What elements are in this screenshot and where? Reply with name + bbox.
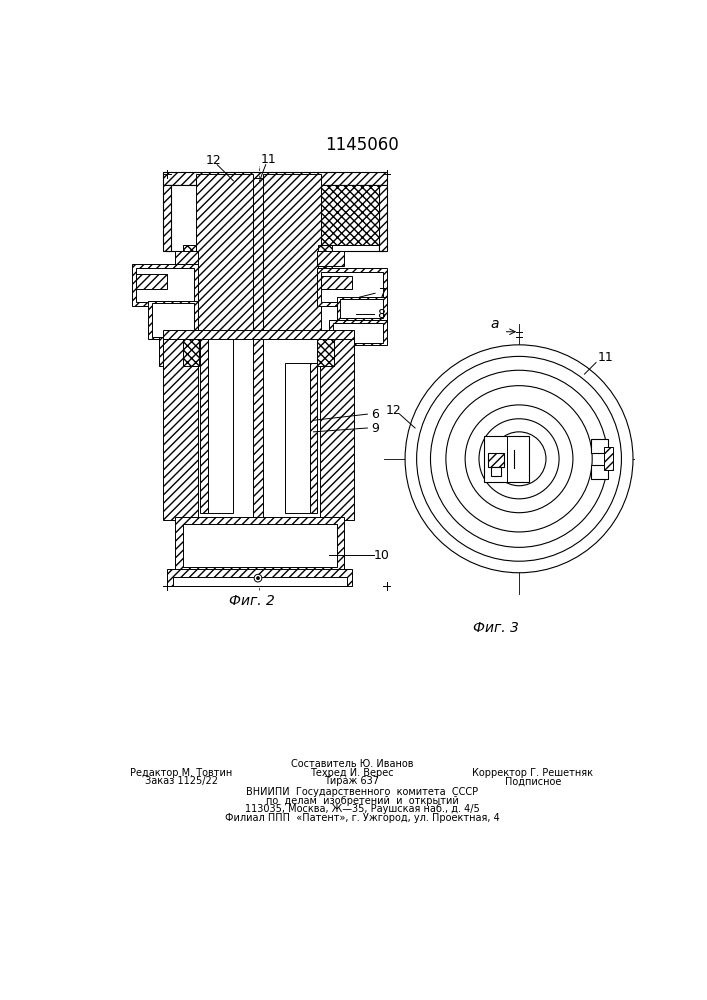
Bar <box>148 301 198 339</box>
Bar <box>136 274 167 289</box>
Circle shape <box>510 450 528 468</box>
Bar <box>175 517 344 570</box>
Text: 12: 12 <box>385 404 402 417</box>
Bar <box>136 268 194 302</box>
Text: по  делам  изобретений  и  открытий: по делам изобретений и открытий <box>266 796 458 806</box>
Bar <box>197 174 252 336</box>
Text: 113035, Москва, Ж—35, Раушская наб., д. 4/5: 113035, Москва, Ж—35, Раушская наб., д. … <box>245 804 479 814</box>
Text: 12: 12 <box>206 154 221 167</box>
Text: Корректор Г. Решетняк: Корректор Г. Решетняк <box>472 768 593 778</box>
Bar <box>182 524 337 567</box>
Bar <box>317 251 344 266</box>
Text: ВНИИПИ  Государственного  комитета  СССР: ВНИИПИ Государственного комитета СССР <box>246 787 478 797</box>
Text: 9: 9 <box>371 422 379 434</box>
Bar <box>489 453 503 466</box>
Bar <box>604 447 613 470</box>
Circle shape <box>479 419 559 499</box>
Circle shape <box>257 577 259 580</box>
Bar <box>317 339 334 366</box>
Bar <box>491 466 501 476</box>
Bar <box>333 323 382 343</box>
Text: Тираж 637: Тираж 637 <box>325 776 380 786</box>
Bar <box>214 241 225 247</box>
Bar <box>182 245 197 268</box>
Bar <box>337 297 387 320</box>
Bar <box>317 268 387 306</box>
Text: Заказ 1125/22: Заказ 1125/22 <box>144 776 218 786</box>
Circle shape <box>465 405 573 513</box>
Text: Техред И. Верес: Техред И. Верес <box>310 768 394 778</box>
Circle shape <box>254 574 262 582</box>
Bar <box>310 185 379 245</box>
Bar <box>329 320 387 345</box>
Bar <box>167 569 352 586</box>
Bar <box>152 303 194 337</box>
Circle shape <box>405 345 633 573</box>
Bar <box>252 178 264 582</box>
Bar <box>163 172 387 185</box>
Bar <box>167 185 382 251</box>
Bar <box>163 185 171 251</box>
Bar <box>321 272 382 302</box>
Circle shape <box>416 356 621 561</box>
Circle shape <box>515 455 523 463</box>
Text: 10: 10 <box>373 549 389 562</box>
Text: a: a <box>490 317 498 331</box>
Circle shape <box>492 432 546 486</box>
Bar <box>285 363 310 513</box>
Text: 8: 8 <box>378 308 385 321</box>
Circle shape <box>431 370 607 547</box>
Bar <box>310 185 379 245</box>
Bar <box>200 339 208 513</box>
Bar <box>264 174 321 336</box>
Bar <box>175 251 198 266</box>
Text: Редактор М. Товтин: Редактор М. Товтин <box>130 768 232 778</box>
Text: Фиг. 2: Фиг. 2 <box>229 594 275 608</box>
Bar <box>320 336 354 520</box>
Bar <box>206 205 233 216</box>
Bar <box>590 465 607 479</box>
Circle shape <box>446 386 592 532</box>
Bar <box>318 245 332 268</box>
Text: Фиг. 3: Фиг. 3 <box>473 621 519 635</box>
Bar <box>163 336 198 520</box>
Bar <box>590 439 607 453</box>
Text: Составитель Ю. Иванов: Составитель Ю. Иванов <box>291 759 413 769</box>
Bar <box>160 337 198 366</box>
Text: Подписное: Подписное <box>505 776 561 786</box>
Text: 6: 6 <box>371 408 379 421</box>
Bar <box>163 330 354 339</box>
Text: Филиал ППП  «Патент», г. Ужгород, ул. Проектная, 4: Филиал ППП «Патент», г. Ужгород, ул. Про… <box>225 813 499 823</box>
Bar <box>209 234 229 243</box>
Bar <box>206 220 233 232</box>
Bar <box>340 299 382 318</box>
Text: 11: 11 <box>261 153 276 166</box>
Text: 7: 7 <box>379 287 387 300</box>
Circle shape <box>518 457 520 460</box>
Bar <box>379 185 387 251</box>
Bar <box>173 577 346 586</box>
Bar <box>484 436 529 482</box>
Bar <box>310 363 317 513</box>
Bar <box>182 339 199 366</box>
Text: 1145060: 1145060 <box>325 136 399 154</box>
Bar <box>321 276 352 289</box>
Bar <box>208 339 233 513</box>
Bar <box>132 264 198 306</box>
Text: 11: 11 <box>597 351 613 364</box>
